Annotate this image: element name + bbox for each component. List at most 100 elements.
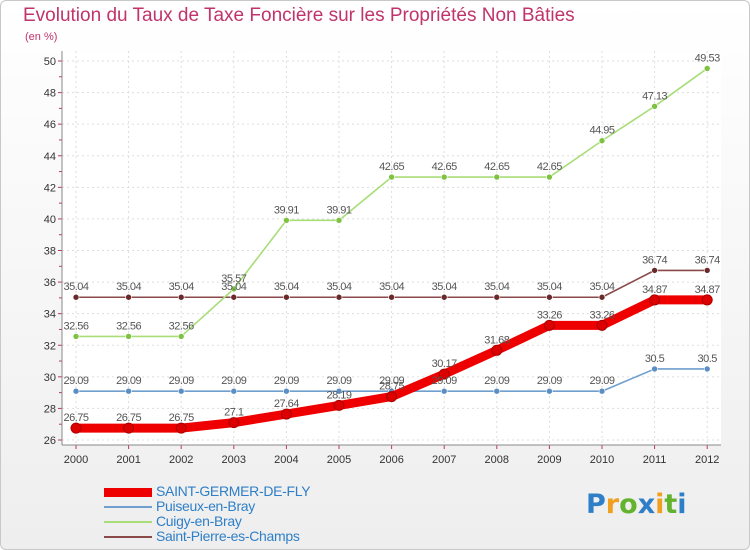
series-marker-3 [440,293,448,301]
series-marker-0 [175,422,187,434]
data-label-3: 35.04 [221,281,246,293]
series-marker-3 [230,293,238,301]
series-marker-3 [125,293,132,301]
data-label-0: 28.19 [326,389,351,401]
data-label-2: 42.65 [432,161,457,173]
data-label-1: 29.09 [274,375,299,387]
x-tick-label: 2010 [590,454,614,466]
data-label-3: 35.04 [63,281,88,293]
series-marker-2 [598,137,606,145]
series-marker-0 [280,408,292,420]
series-marker-0 [386,391,398,403]
data-label-3: 36.74 [695,254,720,266]
y-tick-label: 48 [44,88,56,100]
data-label-0: 31.68 [484,334,509,346]
series-marker-0 [228,417,240,429]
series-marker-2 [388,173,395,181]
data-label-2: 39.91 [274,204,299,216]
data-label-2: 39.91 [326,204,351,216]
data-label-2: 32.56 [63,320,88,332]
y-tick-label: 44 [44,151,56,163]
series-marker-2 [493,173,501,181]
data-label-1: 29.09 [484,375,509,387]
data-label-2: 44.95 [589,125,614,137]
data-label-0: 27.1 [224,407,244,419]
y-tick-label: 38 [44,246,56,258]
data-label-0: 26.75 [63,412,88,424]
series-marker-3 [546,293,553,301]
data-label-2: 42.65 [484,161,509,173]
y-tick-label: 36 [44,277,56,289]
logo-letter: r [605,489,620,520]
proxiti-logo: Proxiti [586,489,687,520]
data-label-layer: 35.04 35.04 35.04 35.04 35.04 35.04 35.04 35.04… [63,52,720,424]
legend-label: Cuigy-en-Bray [156,513,242,529]
series-marker-1 [651,365,658,373]
x-tick-label: 2008 [485,454,509,466]
series-marker-3 [598,293,606,301]
data-label-3: 35.04 [169,281,194,293]
data-label-3: 35.04 [484,281,509,293]
x-tick-label: 2003 [222,454,246,466]
x-tick-label: 2006 [379,454,403,466]
data-label-3: 35.04 [379,281,404,293]
y-tick-label: 34 [44,309,56,321]
y-tick-label: 28 [44,403,56,415]
data-label-1: 30.5 [697,353,717,365]
data-label-1: 29.09 [326,375,351,387]
data-label-1: 29.09 [221,375,246,387]
data-label-0: 34.87 [695,284,720,296]
data-label-0: 27.64 [274,398,299,410]
series-marker-2 [72,333,80,340]
data-label-1: 29.09 [116,375,141,387]
data-label-2: 35.57 [221,273,246,285]
series-marker-3 [177,293,185,301]
series-marker-3 [493,293,501,301]
series-marker-0 [649,294,661,306]
data-label-1: 29.09 [63,375,88,387]
logo-letter: t [664,489,678,520]
series-marker-1 [440,387,448,395]
series-marker-1 [177,387,185,395]
y-tick-label: 42 [44,182,56,194]
data-label-2: 32.56 [169,320,194,332]
series-marker-1 [72,387,80,395]
y-tick-label: 40 [44,214,56,226]
legend-label: Puiseux-en-Bray [156,498,255,514]
data-label-0: 26.75 [116,412,141,424]
series-marker-0 [491,344,503,356]
y-tick-label: 32 [44,340,56,352]
data-label-2: 42.65 [379,161,404,173]
x-tick-label: 2005 [327,454,351,466]
series-marker-2 [125,333,132,340]
data-label-2: 47.13 [642,90,667,102]
data-label-3: 35.04 [432,281,457,293]
series-marker-0 [333,399,345,411]
axis-layer: 26 28 30 32 34 36 38 40 42 44 46 48 50 2000 2001 2002 20… [44,51,721,466]
legend-swatch [104,487,152,497]
data-label-1: 29.09 [379,375,404,387]
x-tick-label: 2002 [169,454,193,466]
y-tick-label: 26 [44,435,56,447]
data-label-3: 35.04 [589,281,614,293]
x-tick-label: 2012 [695,454,719,466]
y-tick-label: 46 [44,119,56,131]
series-layer [70,65,713,434]
legend-label: Saint-Pierre-es-Champs [156,528,300,544]
data-label-3: 35.04 [326,281,351,293]
series-marker-1 [598,387,606,395]
series-marker-0 [123,422,135,434]
series-marker-0 [701,294,713,306]
data-label-2: 49.53 [695,52,720,64]
series-marker-3 [335,293,343,301]
data-label-1: 29.09 [589,375,614,387]
chart-unit-label: (en %) [25,31,58,43]
data-label-0: 30.17 [432,358,457,370]
series-marker-3 [703,267,711,274]
logo-letter: i [655,489,665,520]
data-label-3: 35.04 [116,281,141,293]
series-marker-0 [438,368,450,380]
data-label-3: 35.04 [537,281,562,293]
series-marker-1 [230,387,238,395]
